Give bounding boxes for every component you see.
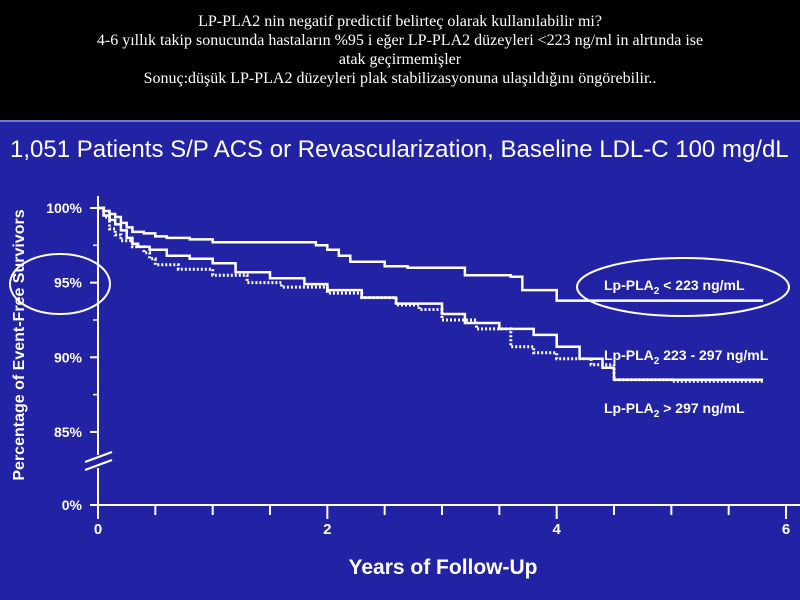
banner-line-1: LP-PLA2 nin negatif predictif belirteç o…	[198, 13, 602, 30]
chart-title: 1,051 Patients S/P ACS or Revascularizat…	[10, 136, 789, 163]
banner-line-3: atak geçirmemişler	[338, 51, 462, 68]
x-axis-title: Years of Follow-Up	[348, 556, 537, 579]
series-line-mid	[98, 206, 764, 381]
y-tick-label: 0%	[62, 497, 83, 513]
x-tick-label: 4	[553, 521, 562, 538]
banner-line-2: 4-6 yıllık takip sonucunda hastaların %9…	[96, 32, 704, 49]
banner-line-4: Sonuç:düşük LP-PLA2 düzeyleri plak stabi…	[143, 70, 657, 87]
y-tick-label: 90%	[54, 349, 83, 365]
legend-label-high: Lp-PLA2 > 297 ng/mL	[604, 400, 745, 420]
banner: LP-PLA2 nin negatif predictif belirteç o…	[0, 0, 800, 122]
axis-break-mark	[84, 459, 113, 471]
x-tick-label: 6	[782, 521, 790, 538]
y-axis-title: Percentage of Event-Free Survivors	[11, 209, 28, 480]
series-line-low	[98, 206, 764, 302]
axis-break-mark	[84, 451, 113, 463]
x-tick-label: 0	[94, 521, 102, 538]
series-line-high	[98, 206, 764, 383]
y-tick-label: 95%	[54, 275, 83, 291]
legend-label-mid: Lp-PLA2 223 - 297 ng/mL	[604, 347, 769, 367]
legend-label-low: Lp-PLA2 < 223 ng/mL	[604, 277, 745, 297]
survival-chart: 100% 95% 90% 85% 0% 0 2 4 6 Years of Follow-Up Per…	[9, 196, 800, 579]
y-tick-label: 85%	[54, 424, 83, 440]
y-95-highlight-ellipse	[9, 253, 111, 315]
legend-highlight-ellipse	[576, 257, 790, 317]
y-tick-label: 100%	[46, 200, 82, 216]
x-tick-label: 2	[323, 521, 331, 538]
